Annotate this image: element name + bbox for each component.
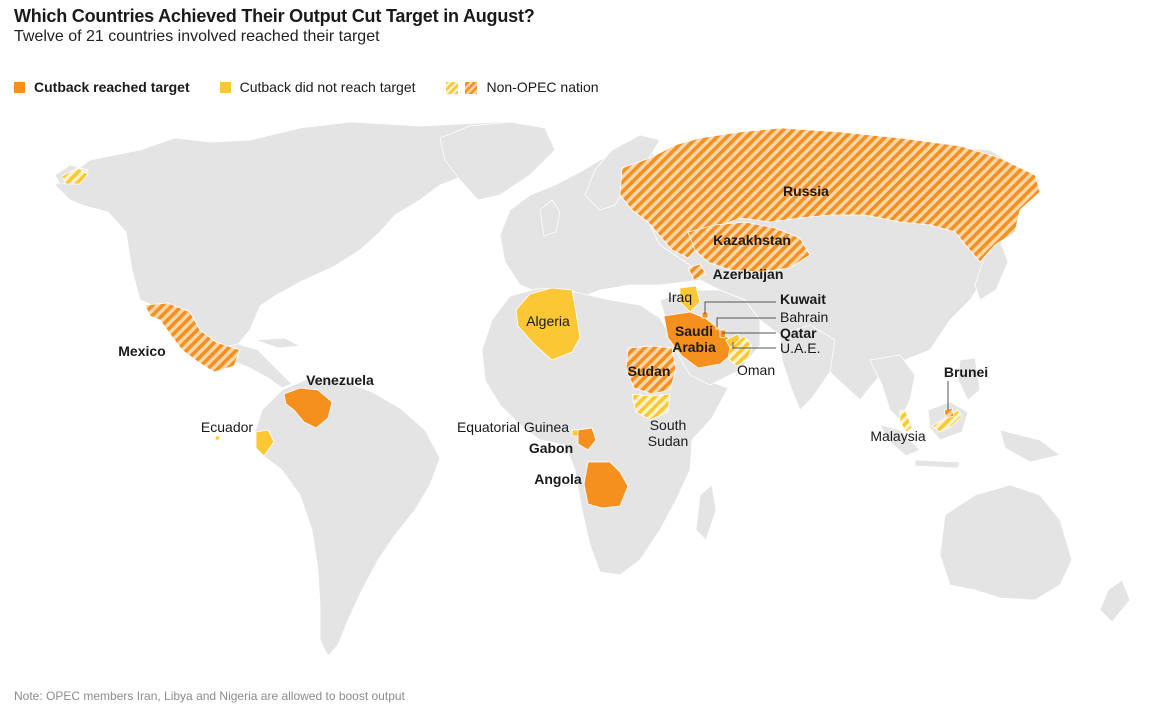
leader-kuwait bbox=[704, 301, 776, 314]
label-saudi-line2: Arabia bbox=[672, 339, 716, 355]
leader-bahrain bbox=[716, 317, 776, 327]
landmass-australia bbox=[939, 484, 1073, 601]
country-mexico bbox=[144, 302, 241, 373]
world-map: Russia Kazakhstan Azerbaijan Iraq Kuwait… bbox=[54, 121, 1131, 657]
landmass-new-guinea bbox=[999, 429, 1061, 463]
legend-item-reached: Cutback reached target bbox=[14, 79, 190, 95]
country-iraq bbox=[679, 285, 701, 313]
label-equatorial-guinea: Equatorial Guinea bbox=[457, 419, 569, 435]
country-equatorial-guinea bbox=[571, 429, 579, 437]
label-oman: Oman bbox=[737, 362, 775, 378]
legend-item-not-reached: Cutback did not reach target bbox=[219, 79, 416, 95]
label-iraq: Iraq bbox=[668, 289, 692, 305]
label-kazakhstan: Kazakhstan bbox=[713, 232, 791, 248]
country-gabon bbox=[577, 427, 597, 451]
footnote: Note: OPEC members Iran, Libya and Niger… bbox=[14, 689, 405, 703]
landmass-south-america bbox=[254, 377, 441, 657]
country-russia-far-east bbox=[61, 167, 89, 185]
country-algeria bbox=[515, 287, 581, 361]
landmass-philippines bbox=[957, 357, 981, 401]
legend-label-reached: Cutback reached target bbox=[34, 79, 190, 95]
landmass-new-zealand bbox=[1099, 579, 1131, 623]
country-russia bbox=[619, 127, 1041, 263]
country-ecuador-galapagos bbox=[214, 435, 221, 441]
country-azerbaijan bbox=[687, 263, 707, 281]
landmass-uk bbox=[539, 199, 561, 237]
legend-swatch-non-opec bbox=[445, 81, 477, 94]
legend-label-non-opec: Non-OPEC nation bbox=[486, 79, 599, 95]
label-algeria: Algeria bbox=[526, 313, 570, 329]
country-malaysia-peninsula bbox=[899, 409, 913, 433]
country-ecuador bbox=[255, 429, 275, 457]
label-qatar: Qatar bbox=[780, 325, 817, 341]
label-bahrain: Bahrain bbox=[780, 309, 828, 325]
label-saudi-line1: Saudi bbox=[675, 323, 713, 339]
country-venezuela bbox=[283, 387, 333, 429]
label-malaysia: Malaysia bbox=[870, 428, 925, 444]
country-brunei bbox=[943, 407, 955, 419]
legend-item-non-opec: Non-OPEC nation bbox=[445, 79, 599, 95]
label-sudan: Sudan bbox=[628, 363, 671, 379]
country-qatar bbox=[719, 329, 727, 339]
highlighted-countries bbox=[61, 127, 1041, 509]
landmass-india bbox=[779, 324, 836, 411]
landmass-greenland bbox=[439, 121, 556, 201]
chart-subtitle: Twelve of 21 countries involved reached … bbox=[14, 28, 380, 45]
leader-uae bbox=[732, 342, 776, 349]
landmass-java bbox=[914, 459, 961, 469]
label-russia: Russia bbox=[783, 183, 829, 199]
leader-lines bbox=[704, 301, 949, 410]
country-angola bbox=[583, 461, 629, 509]
landmass-southeast-asia bbox=[869, 354, 916, 421]
label-ecuador: Ecuador bbox=[201, 419, 253, 435]
label-south-sudan-line1: South bbox=[650, 417, 687, 433]
landmass-north-america bbox=[54, 121, 541, 351]
landmass-madagascar bbox=[695, 484, 717, 541]
landmass-sumatra bbox=[879, 424, 921, 457]
landmass-caribbean bbox=[254, 337, 302, 349]
label-angola: Angola bbox=[534, 471, 582, 487]
label-gabon: Gabon bbox=[529, 440, 573, 456]
legend-swatch-not-reached bbox=[219, 81, 231, 93]
label-mexico: Mexico bbox=[118, 343, 165, 359]
country-sudan bbox=[625, 345, 677, 395]
label-venezuela: Venezuela bbox=[306, 372, 374, 388]
country-labels: Russia Kazakhstan Azerbaijan Iraq Kuwait… bbox=[118, 183, 988, 487]
country-kuwait bbox=[701, 311, 709, 319]
legend-swatch-reached bbox=[14, 81, 25, 93]
country-oman bbox=[727, 335, 753, 367]
legend-label-not-reached: Cutback did not reach target bbox=[239, 79, 416, 95]
country-malaysia-borneo bbox=[931, 409, 963, 433]
label-kuwait: Kuwait bbox=[780, 291, 826, 307]
country-south-sudan bbox=[631, 393, 671, 421]
legend: Cutback reached target Cutback did not r… bbox=[14, 79, 629, 95]
country-kazakhstan bbox=[687, 221, 811, 273]
label-south-sudan-line2: Sudan bbox=[648, 433, 688, 449]
label-azerbaijan: Azerbaijan bbox=[713, 266, 784, 282]
chart-title: Which Countries Achieved Their Output Cu… bbox=[14, 6, 535, 26]
label-brunei: Brunei bbox=[944, 364, 988, 380]
label-uae: U.A.E. bbox=[780, 340, 820, 356]
